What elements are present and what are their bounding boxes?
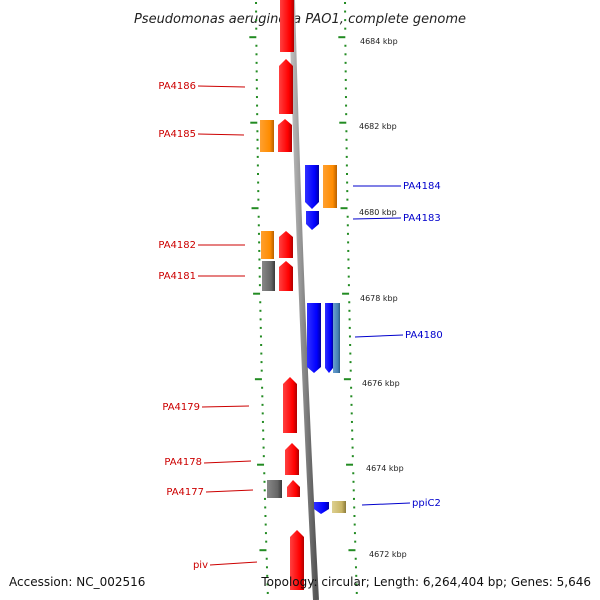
- feature-box-steel[interactable]: [333, 303, 340, 373]
- gene-label-pa4186[interactable]: PA4186: [158, 81, 196, 92]
- gene-arrow-pa4185[interactable]: [278, 119, 292, 152]
- gene-arrow-ppic2[interactable]: [314, 502, 329, 514]
- map-title: Pseudomonas aeruginosa PAO1, complete ge…: [134, 12, 466, 27]
- gene-label-ppic2[interactable]: ppiC2: [412, 498, 441, 509]
- gene-arrow-pa4180-b[interactable]: [325, 303, 333, 373]
- kbp-label: 4674 kbp: [366, 464, 404, 473]
- leader-line: [352, 217, 402, 220]
- forward-strand-genes: [278, 0, 304, 590]
- feature-box-orange[interactable]: [323, 165, 337, 208]
- gene-label-pa4181[interactable]: PA4181: [158, 271, 196, 282]
- reverse-strand-genes: [305, 165, 333, 514]
- feature-box-gray[interactable]: [262, 261, 275, 291]
- feature-boxes: [260, 120, 346, 513]
- leader-line: [197, 85, 246, 88]
- kbp-label: 4672 kbp: [369, 550, 407, 559]
- gene-labels-left: PA4186 PA4185 PA4182 PA4181 PA4179 PA417…: [158, 81, 208, 571]
- feature-box-orange[interactable]: [260, 120, 274, 152]
- feature-box-khaki[interactable]: [332, 501, 346, 513]
- kbp-label: 4678 kbp: [360, 294, 398, 303]
- gene-label-pa4185[interactable]: PA4185: [158, 129, 196, 140]
- gene-label-pa4179[interactable]: PA4179: [162, 402, 200, 413]
- gene-arrow-pa4183[interactable]: [306, 211, 319, 230]
- gene-arrow-piv[interactable]: [290, 530, 304, 590]
- gene-arrow-forward[interactable]: [280, 0, 294, 52]
- kbp-label: 4682 kbp: [359, 122, 397, 131]
- kbp-label: 4680 kbp: [359, 208, 397, 217]
- topology-text: Topology: circular; Length: 6,264,404 bp…: [260, 575, 591, 589]
- leader-line: [361, 502, 411, 506]
- leader-line: [203, 460, 252, 464]
- gene-label-pa4178[interactable]: PA4178: [164, 457, 202, 468]
- leader-line: [201, 405, 250, 408]
- leader-line: [197, 133, 245, 136]
- gene-arrow-pa4178[interactable]: [285, 443, 299, 475]
- gene-arrow-pa4182[interactable]: [279, 231, 293, 258]
- gene-label-pa4177[interactable]: PA4177: [166, 487, 204, 498]
- kbp-label: 4684 kbp: [360, 37, 398, 46]
- gene-label-piv[interactable]: piv: [193, 560, 208, 571]
- kbp-label: 4676 kbp: [362, 379, 400, 388]
- feature-box-gray[interactable]: [267, 480, 282, 498]
- footer: Accession: NC_002516 Topology: circular;…: [9, 575, 591, 589]
- gene-labels-right: PA4184 PA4183 PA4180 ppiC2: [403, 181, 443, 509]
- gene-arrow-pa4177[interactable]: [287, 480, 300, 497]
- chromosome-backbone: [289, 0, 319, 600]
- gene-arrow-pa4179[interactable]: [283, 377, 297, 433]
- gene-label-pa4180[interactable]: PA4180: [405, 330, 443, 341]
- gene-label-pa4182[interactable]: PA4182: [158, 240, 196, 251]
- gene-arrow-pa4186[interactable]: [279, 59, 293, 114]
- leader-line: [205, 489, 254, 493]
- gene-arrow-pa4181[interactable]: [279, 261, 293, 291]
- gene-arrow-pa4184[interactable]: [305, 165, 319, 209]
- gene-label-pa4183[interactable]: PA4183: [403, 213, 441, 224]
- left-tick-ring: [249, 2, 269, 594]
- kbp-scale: 4684 kbp 4682 kbp 4680 kbp 4678 kbp 4676…: [359, 37, 407, 559]
- accession-text: Accession: NC_002516: [9, 575, 145, 589]
- gene-leader-lines: [197, 85, 411, 566]
- right-tick-ring: [338, 2, 358, 594]
- gene-label-pa4184[interactable]: PA4184: [403, 181, 441, 192]
- leader-line: [209, 561, 258, 566]
- gene-arrow-pa4180-a[interactable]: [307, 303, 321, 373]
- feature-box-orange[interactable]: [261, 231, 274, 259]
- leader-line: [354, 334, 404, 338]
